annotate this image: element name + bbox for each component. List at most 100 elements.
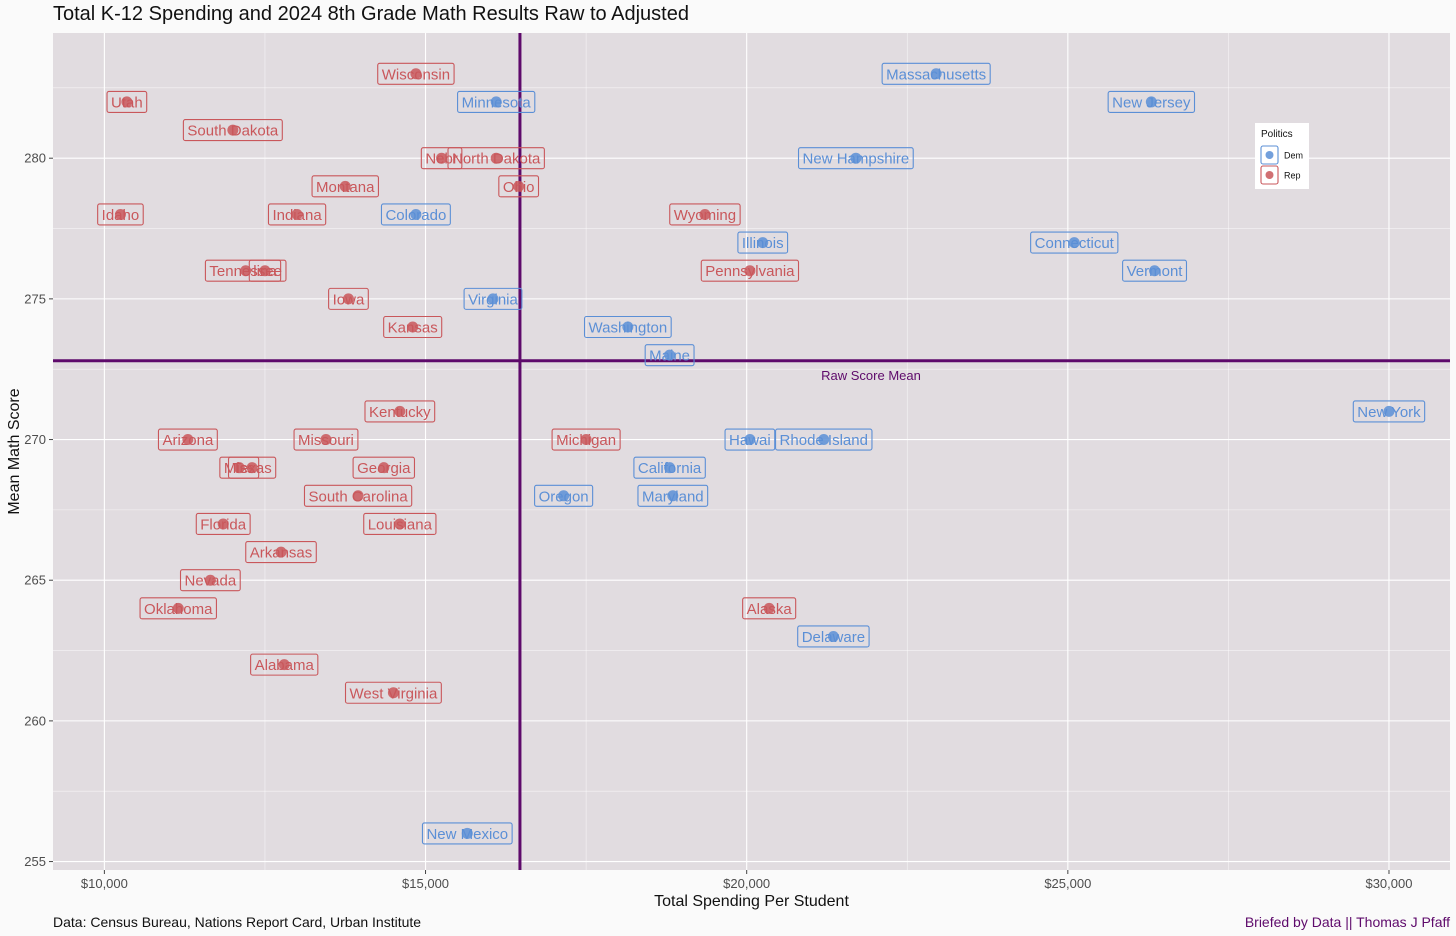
state-label-text: New Mexico: [426, 826, 508, 843]
data-point-florida: [217, 518, 229, 530]
state-label-box: [250, 653, 319, 676]
legend-key-box: [1260, 145, 1279, 165]
state-label-box: [245, 541, 317, 564]
data-point-west-virginia: [387, 687, 399, 699]
state-label-arizona: Arizona: [157, 428, 218, 451]
state-label-alabama: Alabama: [250, 653, 319, 676]
data-point-oregon: [558, 490, 570, 502]
state-label-box: [182, 119, 283, 142]
state-label-text: Arkansas: [250, 545, 313, 562]
data-point-new-york: [1383, 405, 1395, 417]
x-axis-title: Total Spending Per Student: [654, 893, 849, 910]
state-label-box: [328, 287, 369, 310]
credit-caption: Briefed by Data || Thomas J Pfaff: [1244, 914, 1450, 930]
state-label-text: Tennessee: [209, 263, 282, 280]
data-point-georgia: [378, 462, 390, 474]
state-label-box: [534, 484, 594, 507]
y-tick-label: 265: [24, 573, 46, 588]
state-label-new-jersey: New Jersey: [1107, 90, 1196, 113]
data-point-delaware: [827, 630, 839, 642]
state-label-text: Texas: [233, 460, 272, 477]
state-label-nebraska: Nebr: [420, 147, 463, 170]
state-label-box: [157, 428, 218, 451]
data-point-massachusetts: [930, 68, 942, 80]
state-label-box: [457, 90, 536, 113]
state-label-box: [363, 512, 437, 535]
state-label-text: West Virginia: [350, 685, 438, 702]
data-point-maine: [664, 349, 676, 361]
state-label-wyoming: Wyoming: [669, 203, 741, 226]
point-labels: Wisconsin Massachusetts Utah Minnesota New J…: [97, 62, 1426, 845]
state-label-box: [106, 90, 148, 113]
legend-key-box: [1260, 165, 1279, 185]
state-label-text: Florida: [200, 516, 247, 533]
state-label-box: [1122, 259, 1188, 282]
x-tick-label: $15,000: [402, 876, 449, 891]
state-label-colorado: Colorado: [380, 203, 451, 226]
data-point-texas: [246, 462, 258, 474]
data-point-nebraska: [436, 152, 448, 164]
state-label-text: Minnesota: [462, 94, 532, 111]
state-label-box: [420, 147, 463, 170]
y-tick-label: 260: [24, 713, 46, 728]
state-label-text: Arizona: [162, 432, 214, 449]
state-label-box: [669, 203, 741, 226]
state-label-box: [344, 681, 442, 704]
legend-label-rep: Rep: [1284, 171, 1301, 181]
grid-lines: [53, 33, 1450, 870]
data-point-new-jersey: [1145, 96, 1157, 108]
state-label-maryland: Maryland: [637, 484, 709, 507]
state-label-box: [293, 428, 359, 451]
state-label-pennsylvania: Pennsylvania: [700, 259, 800, 282]
state-label-box: [267, 203, 327, 226]
state-label-west-virginia: West Virginia: [344, 681, 442, 704]
data-points: [114, 68, 1395, 839]
state-label-vermont: Vermont: [1122, 259, 1188, 282]
state-label-box: [700, 259, 800, 282]
y-axis-title: Mean Math Score: [6, 388, 23, 514]
state-label-text: South Carolina: [308, 488, 408, 505]
state-label-kansas: Kansas: [383, 315, 443, 339]
state-label-hawaii: Hawai: [724, 428, 776, 451]
state-label-text: California: [638, 460, 702, 477]
data-point-iowa: [342, 293, 354, 305]
state-label-louisiana: Louisiana: [363, 512, 437, 535]
state-label-text: Georgia: [357, 460, 411, 477]
panel-background: [53, 33, 1450, 870]
state-label-text: Oregon: [539, 488, 589, 505]
state-label-box: [1030, 231, 1119, 254]
state-label-text: North Dakota: [452, 151, 541, 168]
state-label-box: [742, 597, 797, 620]
state-label-text: Idaho: [102, 207, 140, 224]
state-label-box: [364, 400, 436, 423]
state-label-north-carolina: lina: [248, 259, 282, 282]
data-point-tennessee: [240, 265, 252, 277]
state-label-box: [1107, 90, 1196, 113]
data-point-arizona: [182, 434, 194, 446]
state-label-text: Virginia: [468, 291, 518, 308]
data-point-kansas: [407, 321, 419, 333]
state-label-text: Kentucky: [369, 404, 431, 421]
state-label-box: [1352, 400, 1426, 423]
state-label-oklahoma: Oklahoma: [139, 597, 217, 620]
state-label-maine: Maine: [644, 344, 695, 367]
state-label-text: Indiana: [272, 207, 322, 224]
x-tick-label: $25,000: [1044, 876, 1091, 891]
state-label-text: Maine: [649, 348, 690, 365]
state-label-box: [551, 428, 621, 451]
legend-title: Politics: [1261, 129, 1293, 140]
data-point-montana: [339, 180, 351, 192]
state-label-text: Wyoming: [674, 207, 736, 224]
state-label-box: [633, 456, 706, 479]
state-label-text: New Jersey: [1112, 94, 1191, 111]
state-label-idaho: Idaho: [97, 203, 144, 226]
data-point-kentucky: [394, 405, 406, 417]
data-point-arkansas: [275, 546, 287, 558]
state-label-south-carolina: South Carolina: [303, 484, 413, 507]
state-label-california: California: [633, 456, 706, 479]
state-label-text: Nebr: [425, 151, 458, 168]
state-label-box: [797, 625, 870, 648]
state-label-text: Missouri: [298, 432, 354, 449]
state-label-text: Massachusetts: [886, 66, 986, 83]
data-point-south-dakota: [227, 124, 239, 136]
